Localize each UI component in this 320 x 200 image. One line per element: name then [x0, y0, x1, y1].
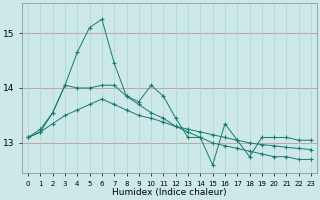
X-axis label: Humidex (Indice chaleur): Humidex (Indice chaleur)	[112, 188, 227, 197]
